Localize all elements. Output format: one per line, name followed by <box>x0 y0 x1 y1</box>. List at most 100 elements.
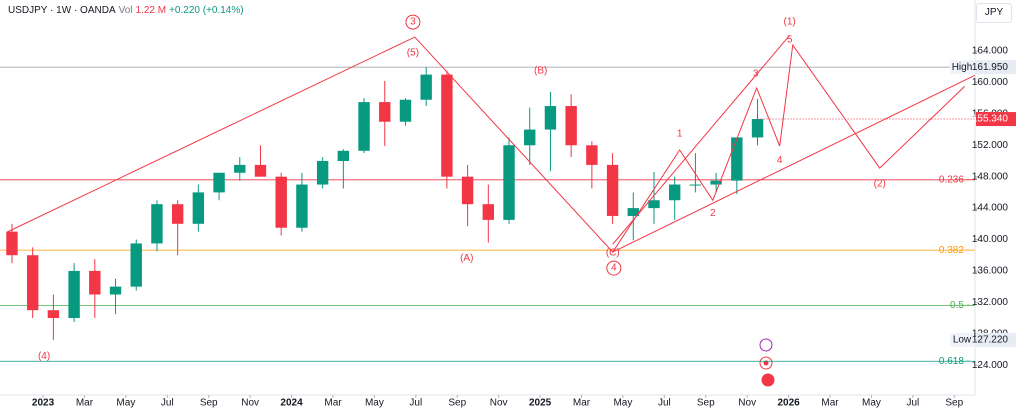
change: +0.220 (+0.14%) <box>169 5 244 16</box>
candle-body <box>606 164 619 216</box>
wave-label: 3 <box>753 69 759 80</box>
candle-body <box>669 184 681 201</box>
candle-body <box>751 119 764 138</box>
reference-value-bg <box>976 332 1016 347</box>
candle-body <box>296 184 308 228</box>
candle-body <box>26 255 39 311</box>
candle-body <box>379 102 391 122</box>
x-tick-label: Sep <box>448 398 466 409</box>
y-tick-label: 148.000 <box>972 171 1009 182</box>
event-icon[interactable] <box>759 356 773 370</box>
header: USDJPY · 1W · OANDA Vol 1.22 M +0.220 (+0.1… <box>8 5 247 16</box>
wave-label-circle <box>606 260 622 276</box>
currency-button[interactable]: JPY <box>976 3 1012 23</box>
wave-label: 1 <box>677 129 683 140</box>
x-tick-label: Jul <box>658 398 671 409</box>
candle-body <box>461 176 474 205</box>
x-tick-label: 2024 <box>280 398 303 409</box>
candle-body <box>171 204 184 224</box>
candle-body <box>565 106 577 146</box>
candle-body <box>254 164 267 177</box>
last-price: 155.340 <box>972 114 1009 125</box>
wave-label-circle <box>405 14 421 30</box>
x-tick-label: Nov <box>241 398 259 409</box>
candle-body <box>213 172 225 193</box>
candle-body <box>731 137 743 181</box>
reference-tag: Low <box>953 335 972 346</box>
x-tick-label: Sep <box>697 398 715 409</box>
fib-label: 0.382 - <box>939 245 970 256</box>
y-tick-label: 164.000 <box>972 46 1009 57</box>
candle-body <box>6 231 18 256</box>
x-tick-label: May <box>116 398 135 409</box>
candle-body <box>420 74 432 100</box>
candle-body <box>109 286 122 295</box>
wave-line <box>612 35 791 245</box>
x-tick-label: May <box>862 398 881 409</box>
reference-value: 161.950 <box>972 62 1009 73</box>
fib-label: 0.618 - <box>939 356 970 367</box>
x-tick-label: Nov <box>490 398 508 409</box>
candle-body <box>627 208 639 216</box>
candle-body <box>68 270 80 319</box>
fib-label: 0.236 - <box>939 174 970 185</box>
reference-value-bg <box>976 60 1016 75</box>
candle-body <box>689 184 702 186</box>
last-price-bg <box>976 112 1016 127</box>
wave-line <box>6 36 965 253</box>
x-tick-label: Mar <box>76 398 94 409</box>
symbol: USDJPY · 1W · OANDA <box>8 5 116 16</box>
x-tick-label: May <box>365 398 384 409</box>
candle-body <box>503 145 515 220</box>
wave-label: 2 <box>710 208 716 219</box>
candle-body <box>399 99 412 122</box>
candle-body <box>192 192 205 224</box>
y-tick-label: 144.000 <box>972 203 1009 214</box>
event-icon[interactable] <box>760 372 776 388</box>
x-tick-label: 2023 <box>32 398 55 409</box>
fib-label: 0.5 - <box>950 300 970 311</box>
reference-tag-bg <box>950 332 974 347</box>
wave-label: (5) <box>407 48 419 59</box>
wave-label: (1) <box>784 17 796 28</box>
reference-value: 127.220 <box>972 335 1009 346</box>
x-tick-label: Mar <box>821 398 839 409</box>
x-tick-label: 2026 <box>777 398 800 409</box>
candle-body <box>130 243 142 287</box>
candle-body <box>524 129 536 146</box>
x-tick-label: May <box>613 398 632 409</box>
x-tick-label: Jul <box>906 398 919 409</box>
candle-body <box>89 270 101 295</box>
candle-body <box>586 145 598 165</box>
wave-label: 3 <box>410 17 416 28</box>
candle-body <box>441 74 453 177</box>
x-tick-label: Mar <box>324 398 342 409</box>
candle-body <box>482 204 495 220</box>
wave-label: (4) <box>38 351 50 362</box>
candle-body <box>234 164 246 173</box>
candle-body <box>47 310 60 319</box>
reference-tag-bg <box>950 60 974 75</box>
wave-line <box>612 74 975 253</box>
wave-label: (B) <box>534 66 547 77</box>
x-tick-label: Mar <box>573 398 591 409</box>
candle-body <box>648 200 660 209</box>
y-tick-label: 160.000 <box>972 77 1009 88</box>
candle-body <box>710 180 722 185</box>
y-tick-label: 140.000 <box>972 234 1009 245</box>
y-tick-label: 124.000 <box>972 360 1009 371</box>
candle-body <box>337 150 350 161</box>
wave-label: 4 <box>777 155 783 166</box>
event-icon-dot <box>763 360 769 366</box>
volume-caption: Vol <box>118 5 133 16</box>
candle-body <box>316 160 329 185</box>
wave-label: (C) <box>606 248 620 259</box>
x-tick-label: Nov <box>738 398 756 409</box>
event-icon[interactable] <box>759 338 773 352</box>
wave-label: 5 <box>787 35 793 46</box>
x-tick-label: Sep <box>945 398 963 409</box>
volume: 1.22 M <box>135 5 167 16</box>
candle-body <box>358 102 370 151</box>
